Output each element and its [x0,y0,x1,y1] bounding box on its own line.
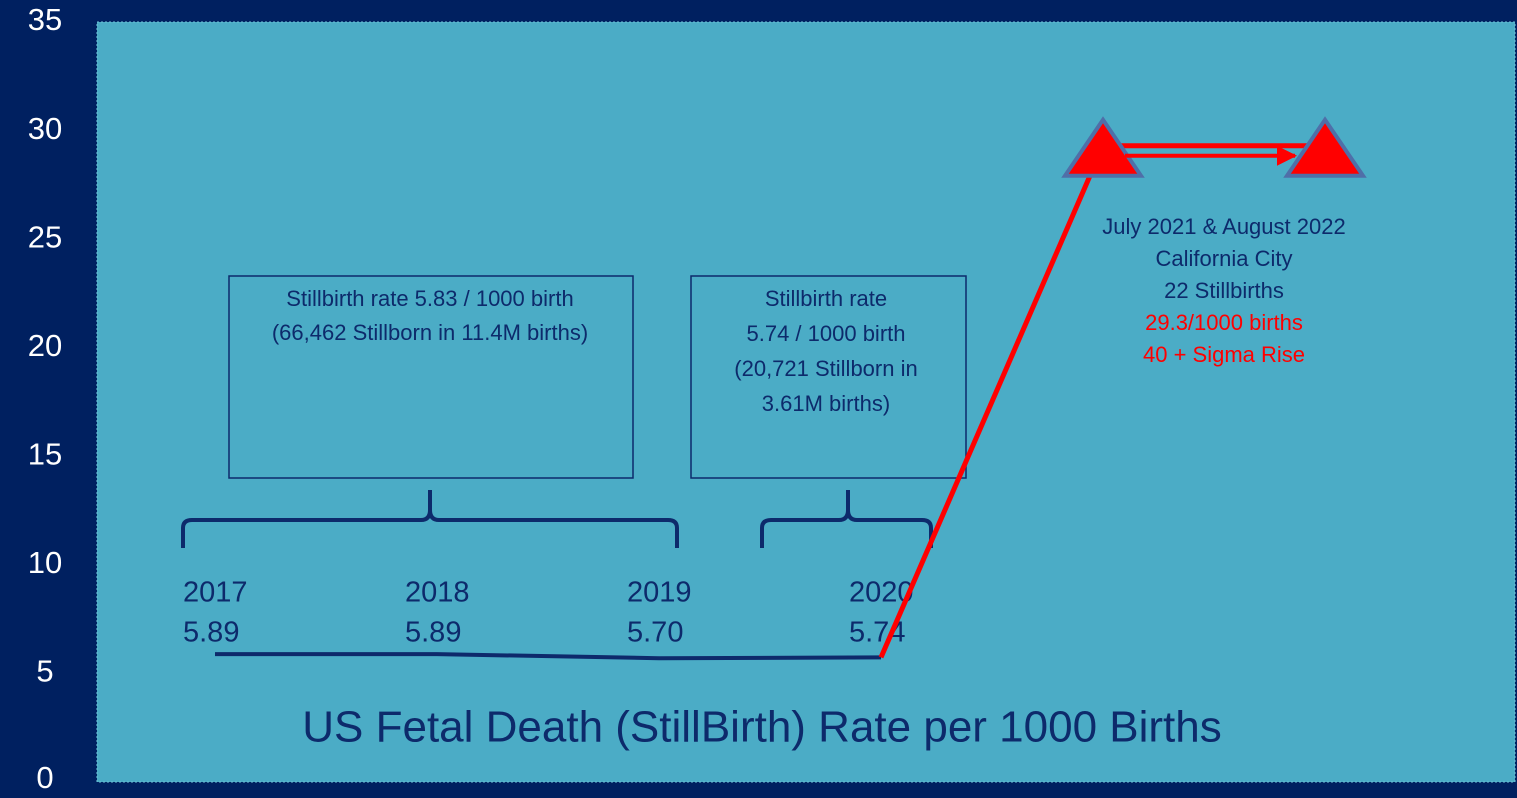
annotation: 22 Stillbirths [1164,278,1284,303]
annotation: Stillbirth rate 5.83 / 1000 birth [286,286,573,311]
annotation: 29.3/1000 births [1145,310,1303,335]
annotation: 3.61M births) [762,391,890,416]
data-label: 5.89 [183,617,239,649]
y-tick-label: 35 [28,2,62,37]
y-tick-label: 0 [36,760,53,795]
y-tick-label: 30 [28,111,62,146]
y-tick-label: 15 [28,436,62,471]
annotation: (20,721 Stillborn in [734,356,917,381]
annotation-box [690,275,967,479]
annotation-box [228,275,634,479]
data-label: 5.70 [627,617,683,649]
triangle-marker [1061,116,1145,178]
annotation: Stillbirth rate [765,286,887,311]
y-tick-label: 5 [36,654,53,689]
data-label: 5.89 [405,617,461,649]
annotation: July 2021 & August 2022 [1102,214,1345,239]
y-tick-label: 10 [28,545,62,580]
annotation: California City [1156,246,1293,271]
x-tick-label: 2017 [183,577,248,609]
x-tick-label: 2018 [405,577,470,609]
y-tick-label: 20 [28,328,62,363]
y-tick-label: 25 [28,219,62,254]
brace [181,490,679,548]
annotation: 5.74 / 1000 birth [746,321,905,346]
brace [760,490,933,548]
annotation: 40 + Sigma Rise [1143,342,1305,367]
annotation: (66,462 Stillborn in 11.4M births) [272,320,588,345]
chart-title: US Fetal Death (StillBirth) Rate per 100… [302,703,1222,752]
triangle-marker [1283,116,1367,178]
series-line [215,652,882,661]
x-tick-label: 2019 [627,577,692,609]
